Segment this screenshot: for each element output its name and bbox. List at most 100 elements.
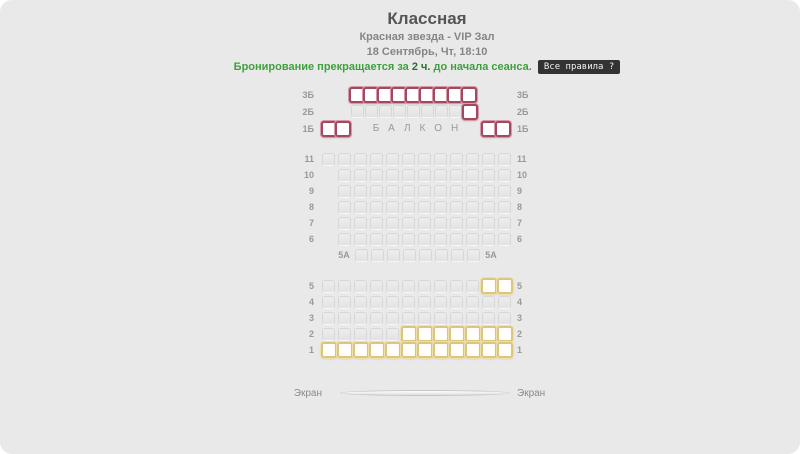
seat-occupied [322,311,335,325]
seat-occupied [370,184,383,198]
seat-available[interactable] [496,278,513,294]
seat-occupied [450,216,463,230]
seat-occupied [434,311,447,325]
seat-occupied [402,295,415,309]
row-label: 10 [303,170,314,180]
seat-occupied [450,200,463,214]
row-label: 10 [517,170,528,180]
seat-occupied [370,152,383,166]
row-label: 1 [517,345,523,355]
seat-occupied [418,184,431,198]
seat-occupied [418,216,431,230]
row-label: 8 [517,202,523,212]
seat-occupied [354,327,367,341]
seat-occupied [322,295,335,309]
seat-occupied [354,279,367,293]
seat-occupied [338,152,351,166]
seat-occupied [435,105,448,118]
seat-available[interactable] [460,86,477,103]
seat-available[interactable] [480,342,497,358]
row-label: 3 [308,313,314,323]
notice-prefix: Бронирование прекращается за [233,61,412,73]
seat-occupied [338,232,351,246]
seat-available[interactable] [336,342,353,358]
row-label: 8 [308,202,314,212]
seat-occupied [466,168,479,182]
seat-available[interactable] [400,342,417,358]
seat-occupied [407,105,420,118]
seat-occupied [467,248,480,262]
seat-available[interactable] [496,326,513,342]
row-label: 11 [304,154,314,164]
sec-5a: 5А 5А [292,247,552,263]
notice-suffix: до начала сеанса. [430,61,532,73]
seat-occupied [418,152,431,166]
seat-available[interactable] [368,342,385,358]
all-rules-button[interactable]: Все правила ? [537,60,621,75]
row-label: 1Б [302,123,314,134]
row-label: 11 [517,154,527,164]
seat-available[interactable] [320,342,337,358]
seat-available[interactable] [480,278,497,294]
seat-row: 5А 5А [292,247,552,263]
seat-available[interactable] [448,342,465,358]
seat-occupied [402,200,415,214]
seat-occupied [402,168,415,182]
seat-available[interactable] [432,326,449,342]
seat-occupied [365,105,378,118]
seat-available[interactable] [480,326,497,342]
seat-occupied [482,311,495,325]
seat-occupied [322,279,335,293]
seat-available[interactable] [352,342,369,358]
seat-occupied [370,168,383,182]
seat-occupied [450,295,463,309]
seat-occupied [338,168,351,182]
seat-occupied [370,327,383,341]
seat-occupied [450,152,463,166]
sec-upper: 11 11 10 10 9 9 8 8 7 7 6 6 [292,151,552,247]
seat-available[interactable] [496,342,513,358]
seat-available[interactable] [432,342,449,358]
seat-occupied [402,279,415,293]
seat-available[interactable] [334,120,351,137]
seat-occupied [354,216,367,230]
seat-available[interactable] [448,326,465,342]
seat-available[interactable] [416,342,433,358]
seat-occupied [435,248,448,262]
seat-available[interactable] [464,342,481,358]
seat-available[interactable] [416,326,433,342]
seat-available[interactable] [384,342,401,358]
seat-occupied [322,152,335,166]
seat-occupied [370,295,383,309]
seat-occupied [386,152,399,166]
row-label: 5 [308,281,314,291]
seat-occupied [498,184,511,198]
seat-occupied [482,152,495,166]
seat-available[interactable] [461,103,478,120]
balcony-text: БАЛКОН [372,123,468,134]
seat-available[interactable] [494,120,511,137]
seat-occupied [482,232,495,246]
row-label: 3 [517,313,523,323]
seat-occupied [379,105,392,118]
seat-occupied [386,232,399,246]
seat-occupied [354,152,367,166]
seat-occupied [355,248,368,262]
seat-occupied [354,184,367,198]
row-label: 3Б [517,89,529,100]
row-label: 6 [517,234,523,244]
row-label: 9 [517,186,523,196]
seat-available[interactable] [464,326,481,342]
seat-occupied [370,200,383,214]
seat-occupied [450,279,463,293]
seat-occupied [402,216,415,230]
seat-available[interactable] [400,326,417,342]
row-label: 9 [308,186,314,196]
row-label: 2 [308,329,314,339]
seat-occupied [402,232,415,246]
seat-occupied [450,184,463,198]
seat-occupied [466,311,479,325]
